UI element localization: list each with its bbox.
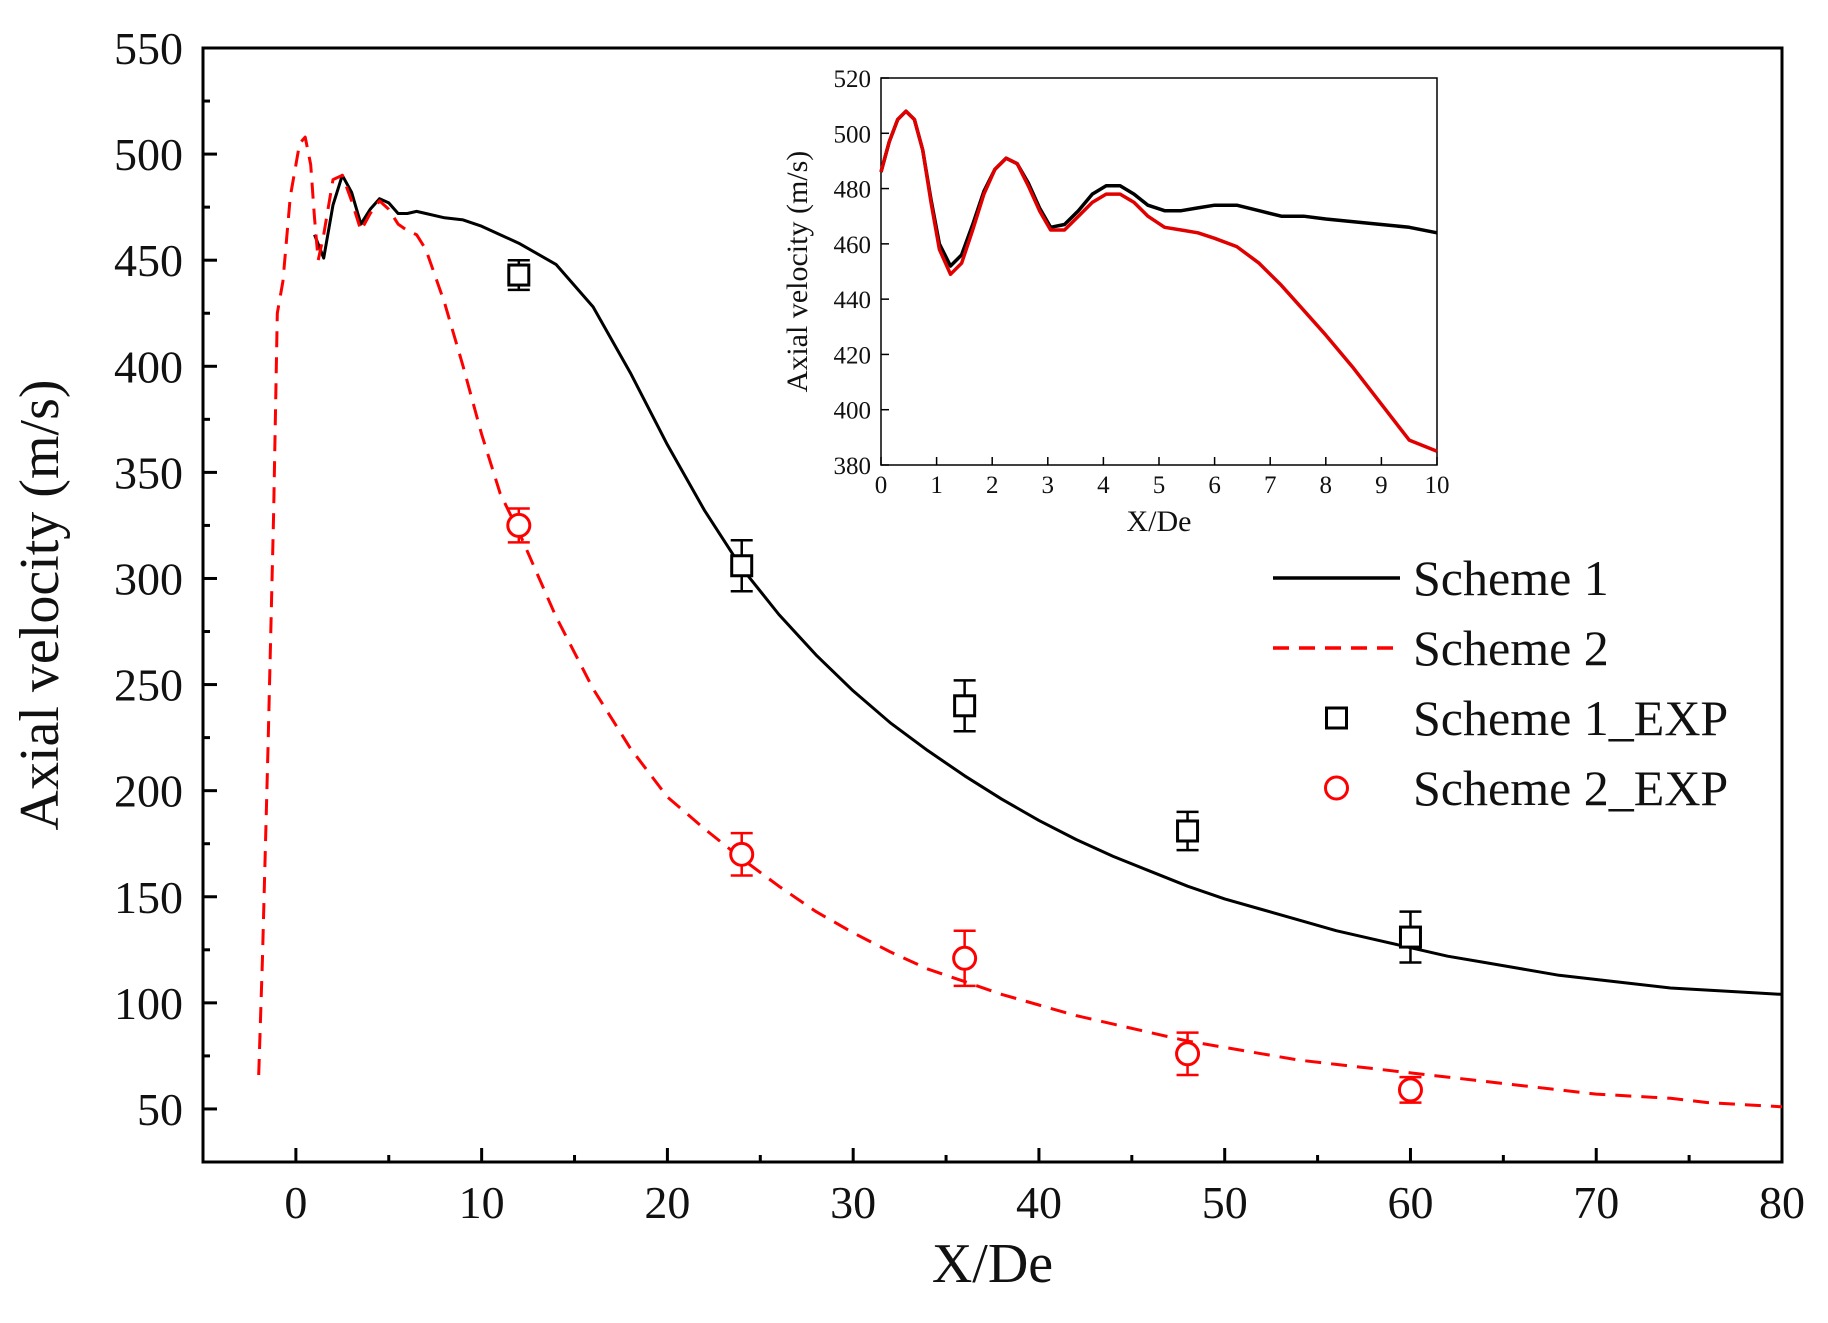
x-tick-label: 0 (284, 1177, 307, 1228)
inset-x-tick-label: 1 (930, 472, 943, 499)
y-tick-label: 150 (114, 872, 183, 923)
inset-x-tick-label: 7 (1264, 472, 1277, 499)
inset-plot: 0 1 2 3 4 5 6 7 8 9 10 380 400 420 440 460 480 500 520 X/De… (781, 66, 1450, 538)
data-point-square (730, 554, 754, 578)
inset-plot-frame (880, 77, 1438, 466)
legend-label: Scheme 1_EXP (1413, 690, 1728, 746)
inset-y-tick-label: 380 (834, 453, 872, 480)
x-tick-label: 10 (459, 1177, 505, 1228)
y-tick-label: 300 (114, 553, 183, 604)
legend-square-marker (1325, 706, 1348, 730)
y-tick-label: 100 (114, 978, 183, 1029)
y-tick-label: 350 (114, 447, 183, 498)
data-point-square (953, 694, 977, 718)
x-tick-label: 30 (830, 1177, 876, 1228)
inset-y-tick-label: 460 (834, 232, 872, 259)
y-tick-label: 500 (114, 129, 183, 180)
legend-label: Scheme 1 (1413, 550, 1609, 606)
plot-frame (201, 46, 1784, 1164)
y-tick-label: 400 (114, 341, 183, 392)
legend-label: Scheme 2_EXP (1413, 760, 1728, 816)
data-point-square (1398, 925, 1422, 949)
inset-x-tick-label: 8 (1320, 472, 1333, 499)
data-point-square (1176, 819, 1200, 843)
data-point-circle (729, 841, 755, 867)
data-point-circle (1175, 1041, 1201, 1067)
x-tick-label: 80 (1759, 1177, 1805, 1228)
y-tick-label: 550 (114, 23, 183, 74)
inset-x-tick-label: 6 (1208, 472, 1221, 499)
y-tick-label: 50 (137, 1084, 183, 1135)
data-point-square (507, 263, 531, 287)
x-axis-title: X/De (932, 1233, 1053, 1295)
y-tick-label: 200 (114, 766, 183, 817)
y-axis-title: Axial velocity (m/s) (9, 379, 71, 830)
inset-x-tick-label: 0 (875, 472, 888, 499)
legend: Scheme 1 Scheme 2 Scheme 1_EXP Scheme 2_EXP (1273, 550, 1728, 816)
inset-y-tick-label: 440 (834, 287, 872, 314)
inset-y-tick-label: 400 (834, 398, 872, 425)
inset-x-axis-title: X/De (1127, 505, 1192, 538)
inset-x-tick-label: 9 (1375, 472, 1388, 499)
inset-x-tick-label: 4 (1097, 472, 1110, 499)
main-plot: 0 10 20 30 40 50 60 70 8050100150200250300350400… (9, 23, 1805, 1295)
data-point-circle (1397, 1077, 1423, 1103)
x-tick-label: 70 (1573, 1177, 1619, 1228)
inset-y-tick-label: 420 (834, 342, 872, 369)
data-point-circle (952, 945, 978, 971)
series-line-scheme-2 (257, 135, 1783, 1109)
inset-y-tick-label: 480 (834, 177, 872, 204)
inset-series-line-scheme-2 (879, 109, 1438, 453)
inset-y-axis-title: Axial velocity (m/s) (781, 151, 814, 393)
inset-x-tick-label: 5 (1153, 472, 1166, 499)
y-tick-label: 450 (114, 235, 183, 286)
data-point-circle (506, 512, 532, 538)
legend-circle-marker (1324, 775, 1349, 801)
legend-label: Scheme 2 (1413, 620, 1609, 676)
x-tick-label: 50 (1202, 1177, 1248, 1228)
x-tick-label: 60 (1387, 1177, 1433, 1228)
y-tick-label: 250 (114, 660, 183, 711)
inset-x-tick-label: 10 (1425, 472, 1450, 499)
inset-y-tick-label: 520 (834, 66, 872, 93)
x-tick-label: 40 (1016, 1177, 1062, 1228)
x-tick-label: 20 (644, 1177, 690, 1228)
inset-x-tick-label: 3 (1042, 472, 1055, 499)
inset-x-tick-label: 2 (986, 472, 999, 499)
inset-series-line-scheme-1 (879, 109, 1438, 268)
series-line-scheme-1 (313, 173, 1783, 996)
inset-y-tick-label: 500 (834, 121, 872, 148)
